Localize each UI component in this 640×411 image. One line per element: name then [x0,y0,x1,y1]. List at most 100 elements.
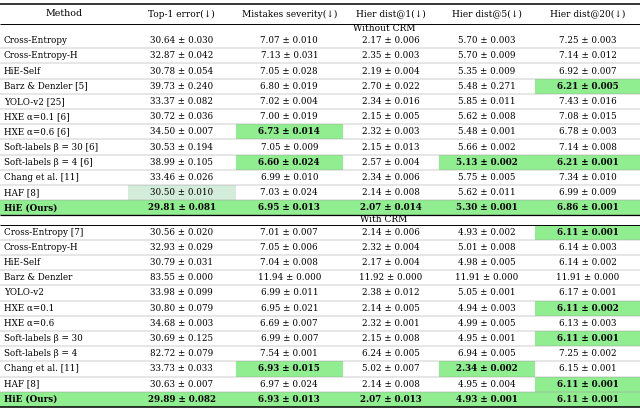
Bar [128,185,236,200]
Text: Hier dist@5(↓): Hier dist@5(↓) [452,9,522,18]
Text: 5.70 ± 0.003: 5.70 ± 0.003 [458,36,516,45]
Text: 30.63 ± 0.007: 30.63 ± 0.007 [150,380,213,388]
Bar [439,361,535,376]
Text: 2.34 ± 0.006: 2.34 ± 0.006 [362,173,420,182]
Text: 30.80 ± 0.079: 30.80 ± 0.079 [150,304,213,313]
Text: 4.93 ± 0.001: 4.93 ± 0.001 [456,395,518,404]
Text: 30.64 ± 0.030: 30.64 ± 0.030 [150,36,213,45]
Text: 6.93 ± 0.015: 6.93 ± 0.015 [259,365,320,374]
Text: 34.50 ± 0.007: 34.50 ± 0.007 [150,127,213,136]
Text: 11.91 ± 0.000: 11.91 ± 0.000 [456,273,518,282]
Text: 2.15 ± 0.005: 2.15 ± 0.005 [362,112,420,121]
Text: 7.05 ± 0.028: 7.05 ± 0.028 [260,67,318,76]
Text: HXE α=0.1 [6]: HXE α=0.1 [6] [4,112,70,121]
Text: Without CRM: Without CRM [353,24,415,33]
Text: 6.15 ± 0.001: 6.15 ± 0.001 [559,365,616,374]
Text: 6.99 ± 0.009: 6.99 ± 0.009 [559,188,616,197]
Text: 33.98 ± 0.099: 33.98 ± 0.099 [150,289,213,298]
Text: 7.43 ± 0.016: 7.43 ± 0.016 [559,97,616,106]
Text: 7.54 ± 0.001: 7.54 ± 0.001 [260,349,318,358]
Bar [0,392,640,407]
Text: 6.86 ± 0.001: 6.86 ± 0.001 [557,203,618,212]
Text: 6.14 ± 0.003: 6.14 ± 0.003 [559,243,616,252]
Text: Cross-Entropy-H: Cross-Entropy-H [4,51,79,60]
Text: 6.21 ± 0.001: 6.21 ± 0.001 [557,158,618,167]
Bar [439,155,535,170]
Text: 11.91 ± 0.000: 11.91 ± 0.000 [556,273,619,282]
Text: Soft-labels β = 4: Soft-labels β = 4 [4,349,77,358]
Text: 6.94 ± 0.005: 6.94 ± 0.005 [458,349,516,358]
Text: 6.69 ± 0.007: 6.69 ± 0.007 [260,319,318,328]
Text: 30.53 ± 0.194: 30.53 ± 0.194 [150,143,213,152]
Text: 2.34 ± 0.016: 2.34 ± 0.016 [362,97,420,106]
Bar [535,300,640,316]
Text: Cross-Entropy [7]: Cross-Entropy [7] [4,228,83,237]
Text: 5.02 ± 0.007: 5.02 ± 0.007 [362,365,420,374]
Text: With CRM: With CRM [360,215,408,224]
Text: 2.32 ± 0.001: 2.32 ± 0.001 [362,319,420,328]
Text: 29.81 ± 0.081: 29.81 ± 0.081 [148,203,216,212]
Text: 6.99 ± 0.011: 6.99 ± 0.011 [260,289,318,298]
Text: 6.11 ± 0.001: 6.11 ± 0.001 [557,228,618,237]
Text: 2.70 ± 0.022: 2.70 ± 0.022 [362,82,420,91]
Bar [236,124,343,139]
Text: 30.78 ± 0.054: 30.78 ± 0.054 [150,67,213,76]
Text: 6.92 ± 0.007: 6.92 ± 0.007 [559,67,616,76]
Text: HXE α=0.6: HXE α=0.6 [4,319,54,328]
Text: 2.15 ± 0.008: 2.15 ± 0.008 [362,334,420,343]
Text: 7.03 ± 0.024: 7.03 ± 0.024 [260,188,318,197]
Text: 4.98 ± 0.005: 4.98 ± 0.005 [458,258,516,267]
Text: Barz & Denzler [5]: Barz & Denzler [5] [4,82,88,91]
Text: 6.95 ± 0.013: 6.95 ± 0.013 [259,203,320,212]
Text: 30.72 ± 0.036: 30.72 ± 0.036 [150,112,213,121]
Text: 7.04 ± 0.008: 7.04 ± 0.008 [260,258,318,267]
Text: HiE-Self: HiE-Self [4,258,41,267]
Text: 5.62 ± 0.011: 5.62 ± 0.011 [458,188,516,197]
Text: 6.95 ± 0.021: 6.95 ± 0.021 [260,304,318,313]
Text: HiE-Self: HiE-Self [4,67,41,76]
Text: 6.24 ± 0.005: 6.24 ± 0.005 [362,349,420,358]
Text: 5.62 ± 0.008: 5.62 ± 0.008 [458,112,516,121]
Text: Top-1 error(↓): Top-1 error(↓) [148,9,215,18]
Text: 6.93 ± 0.013: 6.93 ± 0.013 [259,395,320,404]
Text: 2.32 ± 0.004: 2.32 ± 0.004 [362,243,420,252]
Text: 30.79 ± 0.031: 30.79 ± 0.031 [150,258,213,267]
Text: 6.60 ± 0.024: 6.60 ± 0.024 [259,158,320,167]
Bar [535,79,640,94]
Text: Mistakes severity(↓): Mistakes severity(↓) [241,9,337,18]
Text: 5.35 ± 0.009: 5.35 ± 0.009 [458,67,516,76]
Text: 7.00 ± 0.019: 7.00 ± 0.019 [260,112,318,121]
Text: HXE α=0.1: HXE α=0.1 [4,304,54,313]
Text: Soft-labels β = 4 [6]: Soft-labels β = 4 [6] [4,158,93,167]
Text: Barz & Denzler: Barz & Denzler [4,273,72,282]
Bar [0,200,640,215]
Text: 6.97 ± 0.024: 6.97 ± 0.024 [260,380,318,388]
Text: 7.25 ± 0.002: 7.25 ± 0.002 [559,349,616,358]
Text: 2.34 ± 0.002: 2.34 ± 0.002 [456,365,518,374]
Text: YOLO-v2: YOLO-v2 [4,289,44,298]
Text: 5.85 ± 0.011: 5.85 ± 0.011 [458,97,516,106]
Text: 5.70 ± 0.009: 5.70 ± 0.009 [458,51,516,60]
Text: 6.11 ± 0.001: 6.11 ± 0.001 [557,380,618,388]
Text: 4.93 ± 0.002: 4.93 ± 0.002 [458,228,516,237]
Text: 6.73 ± 0.014: 6.73 ± 0.014 [259,127,320,136]
Text: 30.69 ± 0.125: 30.69 ± 0.125 [150,334,213,343]
Text: 6.17 ± 0.001: 6.17 ± 0.001 [559,289,616,298]
Text: 7.02 ± 0.004: 7.02 ± 0.004 [260,97,318,106]
Text: 5.05 ± 0.001: 5.05 ± 0.001 [458,289,516,298]
Text: 6.80 ± 0.019: 6.80 ± 0.019 [260,82,318,91]
Text: 33.37 ± 0.082: 33.37 ± 0.082 [150,97,213,106]
Text: YOLO-v2 [25]: YOLO-v2 [25] [4,97,65,106]
Text: 7.34 ± 0.010: 7.34 ± 0.010 [559,173,616,182]
Text: 7.05 ± 0.009: 7.05 ± 0.009 [260,143,318,152]
Text: Hier dist@20(↓): Hier dist@20(↓) [550,9,625,18]
Text: 5.48 ± 0.001: 5.48 ± 0.001 [458,127,516,136]
Text: 2.17 ± 0.006: 2.17 ± 0.006 [362,36,420,45]
Text: 34.68 ± 0.003: 34.68 ± 0.003 [150,319,213,328]
Text: 2.35 ± 0.003: 2.35 ± 0.003 [362,51,420,60]
Text: 33.73 ± 0.033: 33.73 ± 0.033 [150,365,213,374]
Text: 33.46 ± 0.026: 33.46 ± 0.026 [150,173,213,182]
Text: 2.14 ± 0.006: 2.14 ± 0.006 [362,228,420,237]
Text: 7.14 ± 0.012: 7.14 ± 0.012 [559,51,616,60]
Text: 5.13 ± 0.002: 5.13 ± 0.002 [456,158,518,167]
